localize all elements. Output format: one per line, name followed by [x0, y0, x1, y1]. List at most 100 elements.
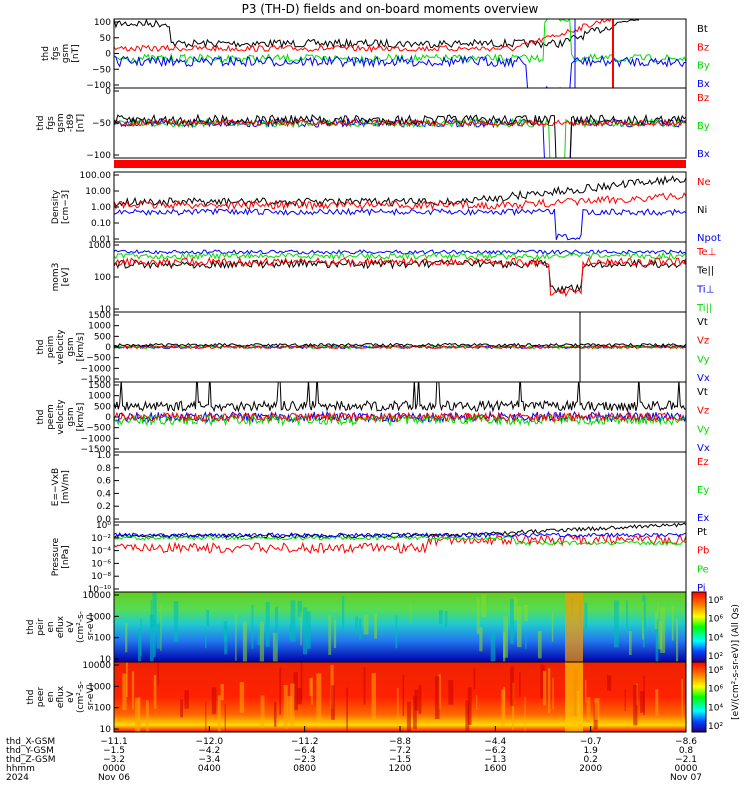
spectrogram-streak — [510, 666, 514, 706]
panel-efield-frame — [113, 451, 687, 523]
y-tick-label: 100 — [94, 704, 111, 714]
spectrogram-streak — [517, 606, 522, 648]
y-tick-label: −50 — [92, 119, 111, 129]
spectrogram-streak — [629, 630, 632, 656]
y-tick-label: −1000 — [81, 364, 112, 374]
y-tick-label: 0.8 — [97, 464, 112, 474]
spectrogram-streak — [525, 633, 527, 649]
y-tick-label: −1000 — [81, 434, 112, 444]
y-tick-label: −100 — [86, 151, 111, 161]
spectrogram-streak — [671, 605, 674, 641]
y-tick-label: 0.10 — [91, 219, 111, 229]
legend-vi-1: Vz — [697, 336, 709, 347]
x-row-value: 0400 — [198, 764, 221, 774]
spectrogram-streak — [397, 688, 399, 728]
legend-pressure-1: Pb — [697, 546, 709, 557]
series-line-Bx — [114, 54, 686, 88]
spectrogram-streak — [479, 627, 483, 652]
spectrogram-event — [565, 592, 583, 662]
panel-fgs-frame — [113, 18, 687, 89]
series-line-Ti-perp — [114, 249, 686, 255]
panel-ion_spec: 10⁸ 10⁶ 10⁴ 10² 10000 1000 100 10 thd peir en eflux… — [26, 591, 723, 665]
spectrogram-streak — [657, 602, 659, 619]
y-tick-label: 1000 — [88, 392, 111, 402]
y-axis-label-line: fgs — [51, 46, 61, 60]
spectrogram-streak — [239, 682, 245, 713]
y-tick-label: 10⁻⁴ — [91, 547, 111, 557]
legend-vi-2: Vy — [697, 354, 710, 365]
x-row-value: 0000 — [103, 764, 126, 774]
series-line-Ti-par — [114, 251, 686, 261]
panel-density-data — [114, 175, 686, 241]
y-tick-label: 50 — [100, 34, 112, 44]
panel-pressure-data — [114, 522, 686, 555]
legend-density-2: Npot — [697, 233, 721, 244]
y-axis-label-ve: thd peem velocity gsm [km/s] — [36, 399, 86, 435]
colorbar-title-text: [eV/(cm²-s-sr-eV)] (All Qs) — [731, 604, 741, 720]
x-row-value: −7.2 — [389, 746, 411, 756]
spectrogram-streak — [656, 619, 658, 649]
spectrogram-streak — [160, 605, 162, 651]
spectrogram-streak — [551, 611, 554, 642]
spectrogram-streak — [331, 685, 335, 720]
spectrogram-streak — [346, 687, 348, 732]
spectrogram-streak — [624, 689, 626, 711]
y-axis-label-line: mom3 — [51, 263, 61, 292]
spectrogram-streak — [501, 689, 505, 726]
y-tick-label: 10⁻⁶ — [91, 559, 111, 569]
y-tick-label: 0.01 — [91, 235, 111, 245]
x-row-value: 2000 — [579, 764, 602, 774]
y-axis-label-line: gsm — [61, 44, 71, 63]
spectrogram-streak — [290, 683, 295, 728]
y-tick-label: 100.00 — [80, 171, 112, 181]
spectrogram-streak — [342, 596, 345, 630]
panel-fgs_lp: Bz By Bx 0 −50 −100 thd fgs gsm -t89 [nT] — [36, 87, 710, 161]
spectrogram-streak — [438, 674, 441, 710]
panel-pressure: Pt Pb Pe Pi 10⁰ 10⁻² 10⁻⁴ 10⁻⁶ 10⁻⁸ 10⁻¹⁰ Pressure… — [51, 521, 709, 595]
series-line-Npot — [114, 207, 686, 241]
spectrogram-streak — [481, 594, 487, 618]
spectrogram-streak — [242, 621, 248, 662]
y-tick-label: −100 — [86, 81, 111, 91]
spectrogram-streak — [153, 675, 157, 709]
spectrogram-streak — [676, 618, 679, 662]
legend-pressure-0: Pt — [697, 527, 707, 538]
y-tick-label: 0 — [105, 87, 111, 97]
panel-ve-data — [114, 382, 686, 427]
y-axis-label-line: velocity — [56, 399, 66, 435]
x-row-value: 1200 — [389, 764, 412, 774]
spectrogram-streak — [465, 700, 470, 732]
spectrogram-streak — [542, 670, 547, 706]
x-row-label: thd_X-GSM — [6, 737, 55, 747]
colorbar-tick-label: 10² — [708, 652, 723, 662]
y-axis-label-line: [mV/m] — [61, 470, 71, 504]
spectrogram-streak — [235, 613, 237, 661]
spectrogram-streak — [371, 673, 377, 720]
x-row-value: −1.5 — [389, 755, 411, 765]
spectrogram-streak — [402, 674, 405, 717]
y-tick-label: 1000 — [88, 682, 111, 692]
spectrogram-streak — [642, 594, 647, 629]
spectrogram-streak — [359, 618, 362, 640]
spectrogram-streak — [251, 604, 254, 649]
y-axis-label-line: gsm — [66, 337, 76, 356]
spectrogram-streak — [406, 701, 411, 732]
spectrogram-streak — [138, 627, 141, 662]
y-tick-label: 1000 — [88, 322, 111, 332]
y-tick-label: 500 — [94, 402, 111, 412]
legend-fgs-2: By — [697, 61, 710, 72]
legend-efield-0: Ez — [697, 457, 709, 468]
spectrogram-streak — [418, 685, 422, 714]
spectrogram-streak — [289, 624, 292, 640]
spectrogram-streak — [585, 679, 587, 703]
y-tick-label: 10⁻¹⁰ — [88, 585, 112, 595]
spectrogram-streak — [287, 696, 293, 720]
y-tick-label: 10000 — [82, 591, 111, 601]
spectrogram-streak — [510, 599, 515, 644]
y-axis-label-line: [nT] — [71, 44, 81, 62]
x-row-value: 0.2 — [584, 755, 598, 765]
spectrogram-streak — [642, 601, 644, 640]
spectrogram-streak — [265, 601, 270, 647]
spectrogram-streak — [512, 682, 515, 730]
